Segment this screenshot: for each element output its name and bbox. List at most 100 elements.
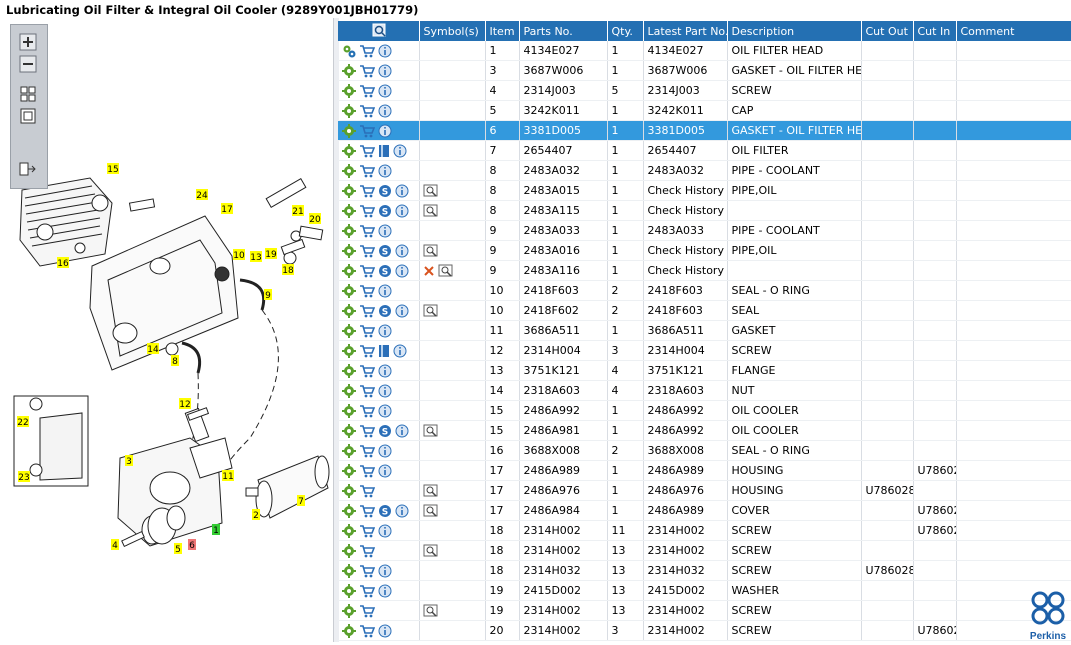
info-icon[interactable]	[393, 144, 407, 158]
configure-icon[interactable]	[342, 203, 356, 218]
callout-18[interactable]: 18	[282, 264, 294, 276]
table-row[interactable]: 19 2415D002 13 2415D002 WASHER	[338, 580, 1071, 601]
header-symbols[interactable]: Symbol(s)	[419, 21, 486, 41]
export-icon[interactable]	[19, 160, 37, 178]
info-icon[interactable]	[395, 244, 409, 258]
callout-3[interactable]: 3	[125, 455, 133, 467]
cart-icon[interactable]	[359, 284, 375, 298]
info-icon[interactable]	[395, 184, 409, 198]
service-icon[interactable]: S	[378, 424, 392, 438]
cart-icon[interactable]	[359, 44, 375, 58]
info-icon[interactable]	[393, 344, 407, 358]
header-comment[interactable]: Comment	[956, 21, 1071, 41]
configure-icon[interactable]	[342, 343, 356, 358]
configure-icon[interactable]	[342, 603, 356, 618]
header-actions[interactable]	[338, 21, 420, 41]
find-icon[interactable]	[371, 22, 389, 41]
table-row[interactable]: S 8 2483A115 1 Check History	[338, 200, 1071, 221]
callout-19[interactable]: 19	[265, 248, 277, 260]
table-row[interactable]: 202314H00232314H002SCREWU78602	[338, 620, 1071, 641]
removed-icon[interactable]	[423, 265, 435, 277]
table-row[interactable]: 19 2314H002 13 2314H002 SCREW	[338, 600, 1071, 621]
callout-23[interactable]: 23	[18, 471, 30, 483]
callout-1[interactable]: 1	[212, 524, 220, 536]
configure-icon[interactable]	[342, 563, 356, 578]
history-icon[interactable]	[423, 184, 439, 198]
table-row[interactable]: S 8 2483A015 1 Check History PIPE,OIL	[338, 180, 1071, 201]
pane-splitter[interactable]	[333, 18, 339, 642]
manual-icon[interactable]	[378, 144, 390, 158]
table-row[interactable]: 10 2418F603 2 2418F603 SEAL - O RING	[338, 280, 1071, 301]
configure-icon[interactable]	[342, 283, 356, 298]
configure-icon[interactable]	[342, 223, 356, 238]
callout-10[interactable]: 10	[233, 249, 245, 261]
configure-icon[interactable]	[342, 183, 356, 198]
cart-icon[interactable]	[359, 464, 375, 478]
table-row[interactable]: 172486A97612486A976HOUSINGU786028J	[338, 480, 1071, 501]
table-row[interactable]: 9 2483A033 1 2483A033 PIPE - COOLANT	[338, 220, 1071, 241]
cart-icon[interactable]	[359, 604, 375, 618]
header-parts-no[interactable]: Parts No.	[519, 21, 608, 41]
header-cut-in[interactable]: Cut In	[913, 21, 957, 41]
cart-icon[interactable]	[359, 564, 375, 578]
cart-icon[interactable]	[359, 144, 375, 158]
callout-11[interactable]: 11	[222, 470, 234, 482]
configure-icon[interactable]	[342, 363, 356, 378]
info-icon[interactable]	[395, 304, 409, 318]
fit-all-icon[interactable]	[19, 85, 37, 103]
cart-icon[interactable]	[359, 264, 375, 278]
callout-24[interactable]: 24	[196, 189, 208, 201]
callout-15[interactable]: 15	[107, 163, 119, 175]
configure-icon[interactable]	[342, 143, 356, 158]
table-row[interactable]: S 15 2486A981 1 2486A992 OIL COOLER	[338, 420, 1071, 441]
configure-icon[interactable]	[342, 523, 356, 538]
table-row[interactable]: 1 4134E027 1 4134E027 OIL FILTER HEAD	[338, 41, 1071, 61]
table-row[interactable]: 182314H032132314H032SCREWU786028J	[338, 560, 1071, 581]
header-cut-out[interactable]: Cut Out	[861, 21, 914, 41]
history-icon[interactable]	[423, 304, 439, 318]
configure-icon[interactable]	[342, 423, 356, 438]
configure-icon[interactable]	[342, 443, 356, 458]
info-icon[interactable]	[378, 384, 392, 398]
configure-icon[interactable]	[342, 83, 356, 98]
callout-5[interactable]: 5	[174, 543, 182, 555]
cart-icon[interactable]	[359, 524, 375, 538]
cart-icon[interactable]	[359, 444, 375, 458]
callout-22[interactable]: 22	[17, 416, 29, 428]
table-row[interactable]: 5 3242K011 1 3242K011 CAP	[338, 100, 1071, 121]
info-icon[interactable]	[378, 124, 392, 138]
info-icon[interactable]	[378, 284, 392, 298]
configure-icon[interactable]	[342, 403, 356, 418]
configure-icon[interactable]	[342, 543, 356, 558]
header-description[interactable]: Description	[727, 21, 862, 41]
configure-icon[interactable]	[342, 103, 356, 118]
cart-icon[interactable]	[359, 404, 375, 418]
info-icon[interactable]	[378, 104, 392, 118]
info-icon[interactable]	[378, 324, 392, 338]
table-row[interactable]: 6 3381D005 1 3381D005 GASKET - OIL FILTER HE…	[338, 120, 1071, 141]
table-row[interactable]: 16 3688X008 2 3688X008 SEAL - O RING	[338, 440, 1071, 461]
callout-20[interactable]: 20	[309, 213, 321, 225]
info-icon[interactable]	[395, 504, 409, 518]
cart-icon[interactable]	[359, 364, 375, 378]
header-item[interactable]: Item	[485, 21, 520, 41]
configure-icon[interactable]	[342, 463, 356, 478]
callout-17[interactable]: 17	[221, 203, 233, 215]
assembly-icon[interactable]	[342, 44, 356, 58]
info-icon[interactable]	[378, 444, 392, 458]
zoom-out-icon[interactable]	[19, 55, 37, 73]
service-icon[interactable]: S	[378, 264, 392, 278]
callout-16[interactable]: 16	[57, 257, 69, 269]
table-row[interactable]: S 9 2483A116 1 Check History	[338, 260, 1071, 281]
callout-8[interactable]: 8	[171, 355, 179, 367]
cart-icon[interactable]	[359, 64, 375, 78]
configure-icon[interactable]	[342, 263, 356, 278]
table-row[interactable]: S 10 2418F602 2 2418F603 SEAL	[338, 300, 1071, 321]
table-row[interactable]: 7 2654407 1 2654407 OIL FILTER	[338, 140, 1071, 161]
table-row[interactable]: 12 2314H004 3 2314H004 SCREW	[338, 340, 1071, 361]
info-icon[interactable]	[378, 564, 392, 578]
cart-icon[interactable]	[359, 584, 375, 598]
cart-icon[interactable]	[359, 384, 375, 398]
table-row[interactable]: 15 2486A992 1 2486A992 OIL COOLER	[338, 400, 1071, 421]
